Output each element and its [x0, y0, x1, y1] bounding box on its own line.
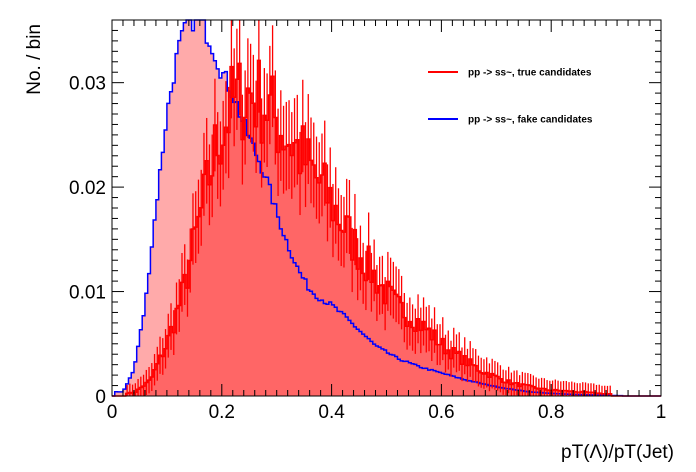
x-axis-title: pT(Λ)/pT(Jet) — [561, 442, 674, 463]
y-tick-label: 0.03 — [69, 74, 106, 95]
y-tick-label: 0.02 — [69, 178, 106, 199]
legend-label-1: pp -> ss~, fake candidates — [468, 115, 593, 126]
x-tick-label: 0.4 — [318, 402, 345, 423]
x-tick-label: 1 — [656, 402, 667, 423]
series-fill-0 — [112, 60, 661, 396]
y-tick-label: 0 — [95, 387, 106, 408]
axis-ticks — [111, 19, 662, 397]
y-tick-label: 0.01 — [69, 283, 106, 304]
tick-labels: 0 0.2 0.4 0.6 0.8 1 0 0.01 0.02 0.03 — [69, 74, 666, 423]
legend: pp -> ss~, true candidates pp -> ss~, fak… — [428, 68, 593, 126]
error-bars — [126, 20, 611, 396]
y-axis-title: No. / bin — [24, 24, 45, 95]
histogram-fills — [112, 20, 661, 396]
x-tick-label: 0 — [107, 402, 118, 423]
x-tick-label: 0.8 — [538, 402, 564, 423]
legend-label-0: pp -> ss~, true candidates — [468, 68, 592, 79]
x-tick-label: 0.2 — [209, 402, 235, 423]
x-tick-label: 0.6 — [428, 402, 454, 423]
